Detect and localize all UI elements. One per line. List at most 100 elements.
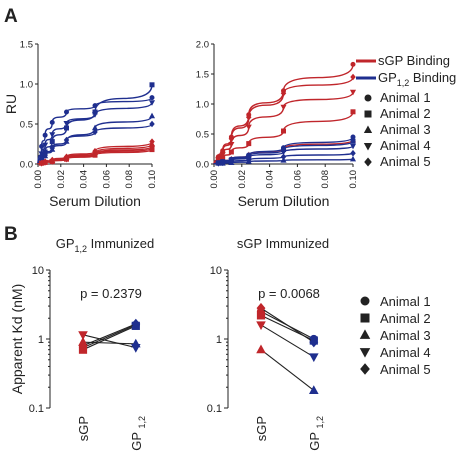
- data-point-sgp: [78, 331, 88, 340]
- series-diamond: [256, 302, 319, 348]
- data-point-sgp: [256, 321, 266, 331]
- x-category-label: sGP: [254, 416, 269, 441]
- y-tick-label: 0.0: [20, 160, 33, 171]
- series-triangle-up: [256, 344, 319, 394]
- data-point: [149, 82, 155, 88]
- data-point: [350, 149, 356, 157]
- y-tick-label: 10: [32, 265, 44, 277]
- legend-label: sGP Binding: [378, 53, 450, 68]
- legend-label: GP1,2 Binding: [378, 70, 456, 88]
- legend-item-circle: Animal 1: [360, 294, 431, 309]
- chart-b-left: GP1,2 Immunized 0.1 1 10 Apparent Kd (nM) sGP…: [9, 236, 154, 451]
- legend-marker: [364, 94, 372, 102]
- legend-marker: [360, 296, 370, 306]
- legend-item-triangle-up: Animal 3: [363, 122, 431, 137]
- data-point: [149, 95, 155, 101]
- data-point: [91, 112, 99, 118]
- data-point: [215, 160, 222, 166]
- data-point: [350, 73, 356, 81]
- legend-item-triangle-up: Animal 3: [359, 328, 431, 343]
- y-tick-label: 0.1: [207, 403, 222, 415]
- legend-marker: [364, 157, 372, 167]
- legend-label: Animal 3: [380, 122, 431, 137]
- data-point: [228, 159, 235, 165]
- legend-marker: [363, 142, 373, 151]
- series-blue-triangle-up: [213, 155, 357, 166]
- data-point: [149, 138, 155, 145]
- legend-item-blue: GP1,2 Binding: [356, 70, 456, 88]
- chart-a-left: 0.0 0.5 1.0 1.5 0.00 0.02 0.04 0.06 0.08 0.10 Seru…: [3, 40, 158, 210]
- legend-marker: [360, 363, 370, 375]
- data-point: [246, 141, 252, 147]
- y-tick-label: 1: [216, 334, 222, 346]
- data-point: [38, 159, 45, 167]
- x-axis-title: Serum Dilution: [49, 193, 141, 209]
- data-point: [245, 158, 252, 164]
- legend-label: Animal 4: [380, 345, 431, 360]
- series-blue-triangle-down: [37, 100, 156, 165]
- data-point: [49, 156, 56, 164]
- data-point: [349, 89, 357, 96]
- data-point: [350, 138, 356, 144]
- x-tick-label: 0.08: [320, 170, 331, 189]
- legend-marker: [360, 313, 370, 323]
- x-tick-label: 0.00: [209, 170, 220, 189]
- data-point: [63, 153, 70, 161]
- series-triangle-down: [256, 321, 319, 363]
- data-point-sgp: [256, 344, 266, 354]
- chart-title: GP1,2 Immunized: [56, 236, 155, 254]
- data-point: [280, 104, 287, 111]
- panel-a-letter: A: [4, 6, 18, 27]
- data-point-gp12: [131, 318, 141, 330]
- x-category-label: GP 1,2: [129, 416, 147, 451]
- x-category-label: GP 1,2: [307, 416, 325, 451]
- data-point: [280, 157, 287, 163]
- legend-item-triangle-down: Animal 4: [359, 345, 431, 360]
- data-point: [350, 134, 356, 140]
- legend-label: Animal 4: [380, 138, 431, 153]
- legend-marker: [359, 329, 371, 339]
- panel-b-letter: B: [4, 224, 18, 245]
- x-tick-label: 0.08: [124, 170, 135, 189]
- data-point: [49, 139, 55, 145]
- x-tick-label: 0.02: [56, 170, 67, 189]
- data-point: [38, 151, 45, 157]
- series-diamond: [78, 318, 141, 351]
- data-point: [349, 155, 357, 162]
- data-point: [49, 119, 55, 125]
- pair-line: [260, 307, 315, 343]
- data-point: [245, 113, 252, 121]
- data-point: [39, 143, 45, 149]
- x-tick-label: 0.10: [147, 170, 158, 189]
- series-blue-circle: [37, 95, 155, 165]
- legend-item-circle: Animal 1: [364, 90, 431, 105]
- y-tick-label: 1.0: [196, 100, 209, 111]
- y-tick-label: 0.5: [20, 120, 33, 131]
- chart-a-right: 0.0 0.5 1.0 1.5 2.0 0.00 0.02 0.04 0.06 0.08 0.10 S…: [196, 40, 359, 210]
- legend-item-square: Animal 2: [364, 106, 431, 121]
- data-point: [281, 128, 286, 134]
- pair-line: [260, 349, 315, 391]
- data-point: [42, 151, 48, 159]
- legend-item-triangle-down: Animal 4: [363, 138, 431, 153]
- series-triangle-down: [78, 331, 141, 353]
- x-tick-label: 0.04: [265, 170, 276, 189]
- data-point: [64, 109, 69, 115]
- p-value-label: p = 0.2379: [80, 286, 142, 301]
- legend-label: Animal 3: [380, 328, 431, 343]
- chart-title: sGP Immunized: [237, 236, 329, 251]
- x-category-label: sGP: [76, 416, 91, 441]
- pair-line: [82, 324, 137, 349]
- x-tick-label: 0.00: [33, 170, 44, 189]
- legend-marker: [364, 110, 372, 118]
- y-axis-title: Apparent Kd (nM): [9, 284, 25, 395]
- y-tick-label: 2.0: [196, 40, 209, 51]
- data-point: [228, 149, 234, 155]
- y-tick-label: 10: [210, 265, 222, 277]
- legend-label: Animal 5: [380, 154, 431, 169]
- x-tick-label: 0.06: [292, 170, 303, 189]
- legend-item-diamond: Animal 5: [364, 154, 431, 169]
- chart-b-right: sGP Immunized 0.1 1 10 sGP GP 1,2 p = 0.0068: [207, 236, 329, 451]
